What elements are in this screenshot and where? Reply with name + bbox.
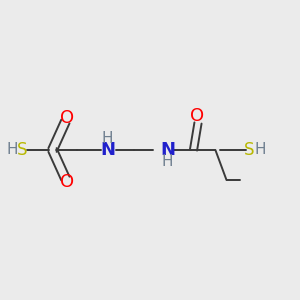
Text: H: H	[7, 142, 18, 158]
Text: S: S	[244, 141, 255, 159]
Text: O: O	[59, 173, 74, 191]
Text: H: H	[102, 131, 113, 146]
Text: H: H	[162, 154, 173, 169]
Text: H: H	[255, 142, 266, 158]
Text: O: O	[190, 107, 204, 125]
Text: S: S	[17, 141, 28, 159]
Text: N: N	[160, 141, 175, 159]
Text: O: O	[59, 109, 74, 127]
Text: N: N	[100, 141, 115, 159]
